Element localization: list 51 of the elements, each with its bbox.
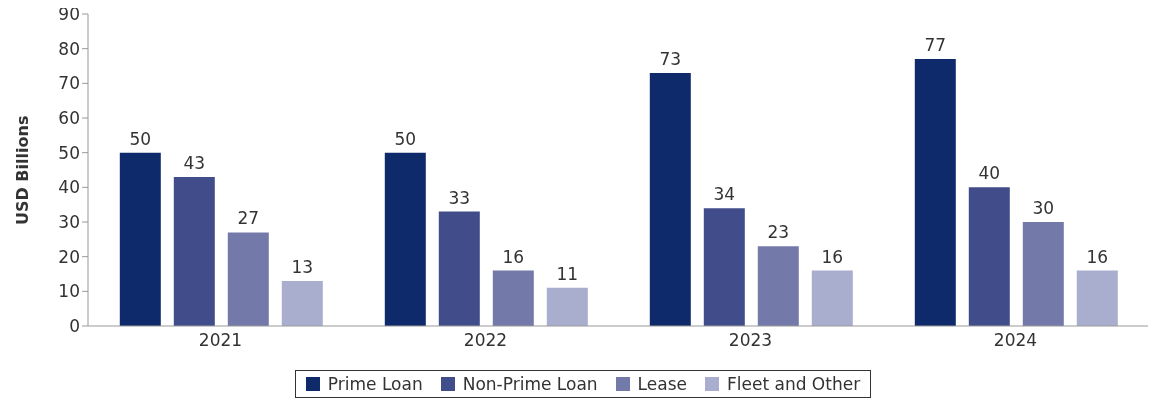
bar <box>492 270 534 326</box>
bar <box>281 280 323 326</box>
bar <box>546 287 588 326</box>
data-label: 27 <box>237 208 260 229</box>
bar <box>438 211 480 326</box>
x-tick-label: 2024 <box>993 330 1038 351</box>
y-tick-label: 10 <box>58 281 80 302</box>
data-label: 73 <box>659 48 682 69</box>
bar <box>384 152 426 326</box>
bar <box>227 232 269 326</box>
data-label: 13 <box>291 256 314 277</box>
bar <box>757 246 799 326</box>
y-tick-label: 90 <box>58 4 80 25</box>
data-label: 40 <box>978 163 1001 184</box>
data-label: 16 <box>821 246 844 267</box>
data-label: 30 <box>1032 198 1055 218</box>
y-axis-title: USD Billions <box>12 115 32 225</box>
y-tick-label: 70 <box>58 73 80 94</box>
bar <box>173 176 215 326</box>
data-label: 16 <box>1086 246 1109 267</box>
x-tick-label: 2021 <box>198 330 243 351</box>
y-tick-label: 0 <box>69 316 80 337</box>
y-tick-label: 20 <box>58 246 80 267</box>
data-label: 11 <box>556 263 579 284</box>
y-tick-label: 30 <box>58 212 80 233</box>
data-label: 34 <box>713 184 736 205</box>
data-label: 16 <box>502 246 525 267</box>
bar <box>703 208 745 326</box>
legend-label: Non-Prime Loan <box>461 374 598 394</box>
data-label: 50 <box>129 128 152 149</box>
y-tick-label: 50 <box>58 142 80 163</box>
bar <box>1076 270 1118 326</box>
y-tick-label: 40 <box>58 177 80 198</box>
legend-label: Fleet and Other <box>726 374 861 394</box>
bar <box>914 59 956 326</box>
bar <box>968 187 1010 326</box>
data-label: 50 <box>394 128 417 149</box>
x-tick-label: 2022 <box>463 330 508 351</box>
data-label: 33 <box>448 187 471 208</box>
bar <box>1022 222 1064 326</box>
x-tick-label: 2023 <box>728 330 773 351</box>
y-tick-label: 60 <box>58 108 80 129</box>
legend-label: Lease <box>636 374 687 394</box>
bar <box>811 270 853 326</box>
data-label: 77 <box>924 35 947 56</box>
data-label: 43 <box>183 152 206 173</box>
data-label: 23 <box>767 222 790 243</box>
legend-label: Prime Loan <box>326 374 423 394</box>
y-tick-label: 80 <box>58 38 80 59</box>
bar <box>649 72 691 326</box>
bar <box>119 152 161 326</box>
